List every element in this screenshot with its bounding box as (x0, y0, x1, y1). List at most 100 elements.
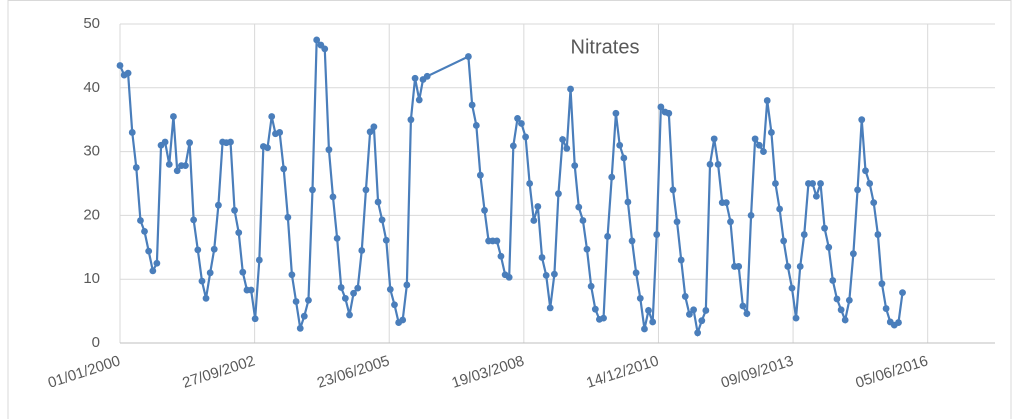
data-point (837, 306, 845, 314)
y-tick-label: 20 (83, 206, 100, 223)
data-point (514, 115, 521, 122)
data-point (792, 314, 800, 322)
data-point (571, 162, 579, 170)
data-point (899, 289, 906, 296)
data-point (386, 286, 394, 293)
data-point (690, 306, 697, 314)
data-point (649, 318, 657, 326)
data-point (374, 198, 382, 206)
data-point (551, 270, 558, 278)
x-tick-label: 14/12/2010 (584, 352, 661, 391)
data-point (350, 289, 357, 297)
data-point (124, 69, 132, 77)
data-point (313, 36, 321, 44)
data-point (288, 271, 296, 279)
data-point (415, 96, 423, 104)
data-point (559, 136, 567, 143)
data-point (645, 307, 652, 314)
data-point (878, 280, 886, 288)
data-point (563, 145, 571, 152)
data-point (292, 298, 300, 305)
data-point (341, 294, 349, 302)
data-point (255, 256, 263, 264)
data-point (538, 254, 546, 261)
data-point (817, 180, 824, 187)
data-point (382, 236, 390, 244)
data-point (657, 103, 665, 111)
data-line (118, 36, 904, 338)
data-point (198, 277, 206, 285)
data-point (296, 324, 304, 332)
data-point (812, 192, 820, 200)
data-point (714, 160, 722, 168)
data-point (472, 122, 480, 129)
data-point (620, 154, 628, 162)
data-point (870, 199, 878, 207)
data-point (149, 267, 157, 275)
data-point (681, 293, 689, 300)
data-point (276, 129, 284, 136)
data-point (780, 237, 788, 245)
data-point (264, 144, 271, 152)
data-point (407, 116, 415, 124)
data-point (165, 160, 173, 168)
data-point (337, 284, 345, 291)
data-point (141, 227, 148, 235)
data-point (866, 180, 874, 187)
data-point (518, 120, 525, 127)
data-point (210, 245, 218, 253)
data-point (354, 284, 362, 292)
data-point (403, 281, 411, 289)
data-point (534, 203, 542, 210)
data-point (747, 212, 755, 219)
data-point (612, 109, 620, 117)
data-point (694, 329, 702, 337)
data-point (849, 250, 857, 258)
x-tick-label: 19/03/2008 (450, 352, 527, 391)
data-point (153, 259, 161, 267)
data-point (280, 165, 288, 173)
data-point (641, 325, 648, 333)
data-point (346, 311, 353, 319)
data-point (567, 85, 574, 93)
data-point (493, 237, 501, 245)
data-point (858, 116, 866, 124)
data-point (530, 217, 538, 224)
x-tick-label: 23/06/2005 (315, 352, 392, 391)
data-point (215, 201, 222, 209)
data-point (796, 263, 804, 270)
data-point (710, 135, 718, 143)
data-point (776, 205, 784, 213)
data-point (423, 72, 431, 80)
data-point (522, 133, 529, 141)
data-point (305, 296, 312, 304)
data-point (821, 224, 828, 232)
data-point (636, 294, 644, 302)
data-point (665, 109, 673, 117)
data-point (579, 217, 587, 224)
data-point (600, 314, 607, 322)
data-point (841, 316, 849, 324)
data-point (632, 269, 640, 277)
data-point (583, 245, 591, 253)
data-point (268, 113, 276, 120)
y-tick-label: 40 (83, 79, 100, 96)
data-point (743, 310, 751, 318)
data-point (706, 160, 714, 168)
data-point (624, 198, 632, 206)
data-point (464, 53, 472, 60)
data-point (137, 217, 144, 224)
data-point (829, 277, 837, 284)
data-point (755, 141, 763, 149)
chart-title: Nitrates (571, 36, 640, 58)
data-point (329, 193, 337, 201)
data-point (227, 138, 234, 146)
data-point (170, 113, 177, 120)
data-point (845, 296, 853, 304)
data-point (161, 138, 169, 146)
data-point (370, 123, 378, 131)
data-point (194, 246, 202, 254)
data-point (182, 162, 189, 170)
data-point (673, 218, 681, 226)
